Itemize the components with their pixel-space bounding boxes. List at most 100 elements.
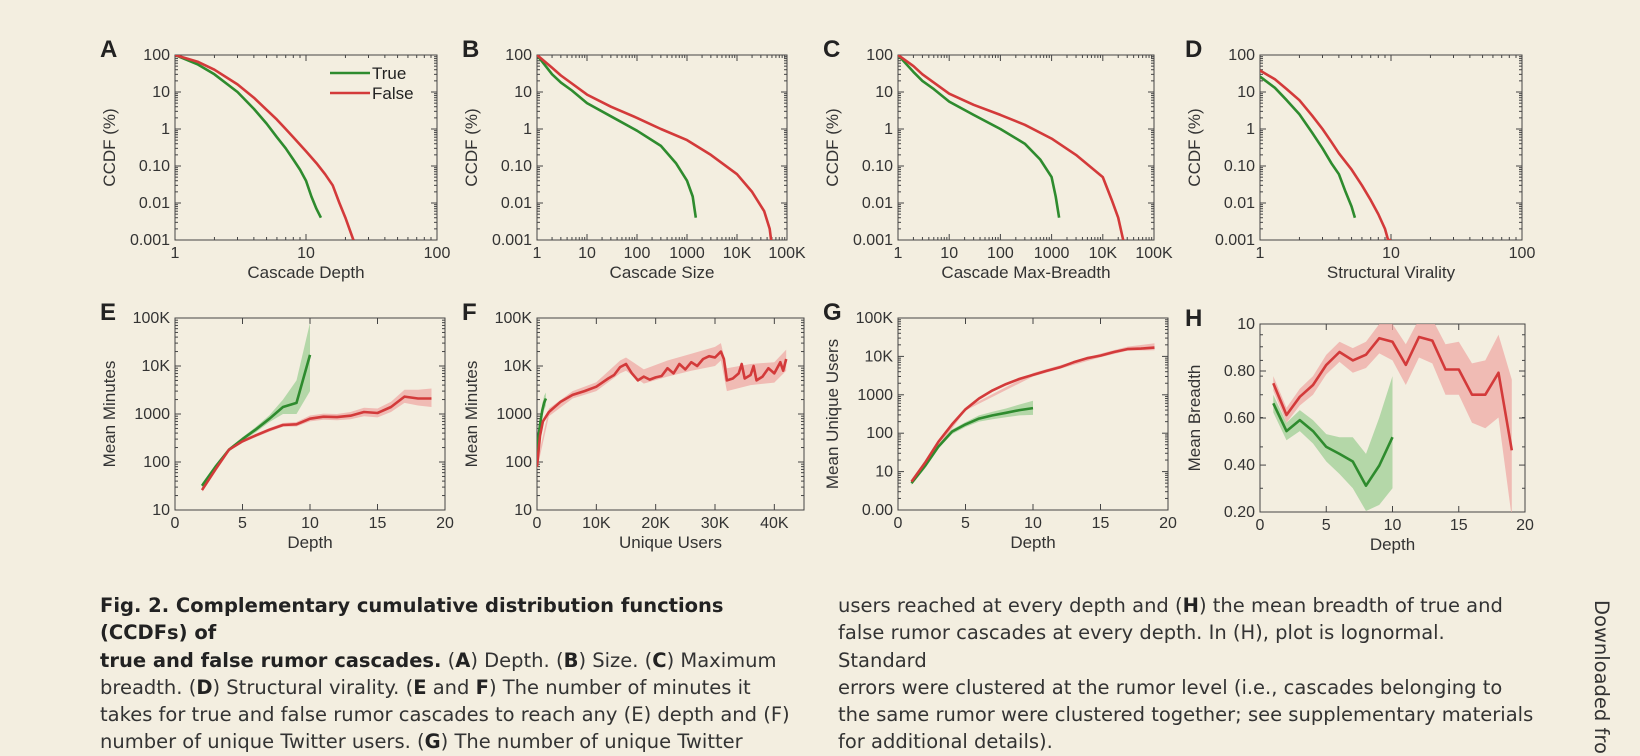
caption-text: ) Maximum <box>666 648 777 672</box>
caption-text: the same rumor were clustered together; … <box>838 703 1534 727</box>
y-tick-label: 0.60 <box>1224 410 1255 427</box>
x-tick-label: 10K <box>723 245 752 262</box>
x-tick-label: 30K <box>701 515 730 532</box>
y-tick-label: 0.01 <box>501 195 532 212</box>
figure-caption-right: users reached at every depth and (H) the… <box>838 592 1538 756</box>
y-tick-label: 100 <box>505 454 532 471</box>
y-tick-label: 0.20 <box>1224 504 1255 521</box>
y-tick-label: 0.01 <box>862 195 893 212</box>
y-tick-label: 10 <box>875 84 893 101</box>
caption-text: ) the mean breadth of true and <box>1198 594 1503 617</box>
caption-line: errors were clustered at the rumor level… <box>838 674 1538 701</box>
x-tick-label: 15 <box>1092 515 1110 532</box>
y-axis-label: Mean Unique Users <box>823 339 842 489</box>
confidence-band-false <box>202 388 432 492</box>
panel-letter: B <box>462 36 479 63</box>
y-tick-label: 1 <box>161 121 170 138</box>
y-tick-label: 0.01 <box>139 195 170 212</box>
caption-text: breadth. ( <box>100 675 197 699</box>
y-tick-label: 0.001 <box>1215 232 1255 249</box>
y-tick-label: 0.01 <box>1224 195 1255 212</box>
series-line-false <box>910 346 1155 483</box>
x-tick-label: 10 <box>940 245 958 262</box>
x-tick-label: 20 <box>1516 517 1534 534</box>
panel-letter: G <box>823 299 842 326</box>
figure-caption-left: Fig. 2. Complementary cumulative distrib… <box>100 592 790 756</box>
x-tick-label: 10K <box>582 515 611 532</box>
caption-bold-text: F <box>475 675 489 699</box>
x-tick-label: 15 <box>369 515 387 532</box>
x-tick-label: 10 <box>301 515 319 532</box>
panel-letter: C <box>823 36 840 63</box>
panel-letter: F <box>462 299 477 326</box>
y-tick-label: 100 <box>866 47 893 64</box>
y-tick-label: 0.40 <box>1224 457 1255 474</box>
caption-line: takes for true and false rumor cascades … <box>100 701 790 728</box>
y-tick-label: 0.001 <box>130 232 170 249</box>
y-tick-label: 0.001 <box>492 232 532 249</box>
x-tick-label: 10 <box>1382 245 1400 262</box>
x-tick-label: 5 <box>238 515 247 532</box>
caption-text: users reached at every depth and ( <box>838 594 1183 617</box>
y-tick-label: 0.10 <box>862 158 893 175</box>
y-tick-label: 100 <box>143 454 170 471</box>
caption-text: ) The number of minutes it <box>488 675 751 699</box>
side-download-note: Downloaded fro <box>1590 600 1613 754</box>
series-line-false <box>898 55 1125 240</box>
panel-letter: H <box>1185 305 1202 332</box>
x-tick-label: 1000 <box>669 245 705 262</box>
x-axis-label: Cascade Size <box>610 263 715 282</box>
panel-f: F 0 10K 20K 30K 40K 100K 10K 1000 100 10 Unique Use… <box>462 299 805 552</box>
y-tick-label: 1 <box>1246 121 1255 138</box>
confidence-band-true <box>1273 376 1393 511</box>
caption-line: number of unique Twitter users. (G) The … <box>100 728 790 755</box>
x-tick-label: 10 <box>1024 515 1042 532</box>
y-axis-label: CCDF (%) <box>462 108 481 186</box>
panel-c: C 1 10 100 1000 10K 100K 100 10 1 0.10 0.01 0.001 Cas… <box>823 36 1173 282</box>
y-tick-label: 0.10 <box>139 158 170 175</box>
y-tick-label: 10 <box>1237 84 1255 101</box>
x-tick-label: 20 <box>1159 515 1177 532</box>
y-tick-label: 100 <box>866 425 893 442</box>
caption-line: for additional details). <box>838 728 1538 755</box>
y-tick-label: 1 <box>523 121 532 138</box>
x-tick-label: 10 <box>297 245 315 262</box>
caption-bold-text: true and false rumor cascades. <box>100 648 442 672</box>
x-axis-label: Depth <box>1010 533 1055 552</box>
caption-text: ) The number of unique Twitter <box>440 730 743 754</box>
caption-line: users reached at every depth and (H) the… <box>838 592 1538 619</box>
plot-frame <box>897 54 1155 241</box>
x-tick-label: 1 <box>894 245 903 262</box>
x-axis-label: Depth <box>287 533 332 552</box>
series-line-false <box>537 350 788 467</box>
caption-line: false rumor cascades at every depth. In … <box>838 619 1538 674</box>
series-line-true <box>910 406 1034 485</box>
y-tick-label: 0.10 <box>1224 158 1255 175</box>
x-tick-label: 100 <box>1509 245 1536 262</box>
x-tick-label: 0 <box>894 515 903 532</box>
x-tick-label: 100 <box>424 245 451 262</box>
x-tick-label: 0 <box>533 515 542 532</box>
y-tick-label: 1 <box>884 121 893 138</box>
x-tick-label: 0 <box>171 515 180 532</box>
panel-h: H 0 5 10 15 20 10 0.80 0.60 0.40 0.20 Depth Mean Bre… <box>1185 305 1534 554</box>
x-tick-label: 100 <box>987 245 1014 262</box>
y-axis-label: Mean Breadth <box>1185 365 1204 472</box>
x-tick-label: 40K <box>760 515 789 532</box>
plot-frame <box>536 317 805 511</box>
series-line-false <box>175 55 355 240</box>
y-tick-label: 10 <box>514 84 532 101</box>
y-tick-label: 10 <box>152 84 170 101</box>
plot-frame <box>1259 54 1523 241</box>
legend-label: False <box>372 84 414 103</box>
x-axis-label: Depth <box>1370 535 1415 554</box>
x-tick-label: 1 <box>171 245 180 262</box>
y-axis-label: Mean Minutes <box>100 361 119 468</box>
series-line-false <box>1272 335 1514 451</box>
caption-text: ) Structural virality. ( <box>212 675 414 699</box>
y-axis-label: CCDF (%) <box>823 108 842 186</box>
y-tick-label: 1000 <box>496 406 532 423</box>
series-line-true <box>1272 402 1394 488</box>
